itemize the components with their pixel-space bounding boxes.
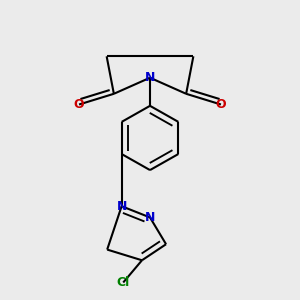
Text: N: N	[145, 211, 155, 224]
Text: O: O	[216, 98, 226, 111]
Text: N: N	[145, 71, 155, 84]
Text: Cl: Cl	[117, 276, 130, 289]
Text: N: N	[116, 200, 127, 213]
Text: O: O	[74, 98, 84, 111]
